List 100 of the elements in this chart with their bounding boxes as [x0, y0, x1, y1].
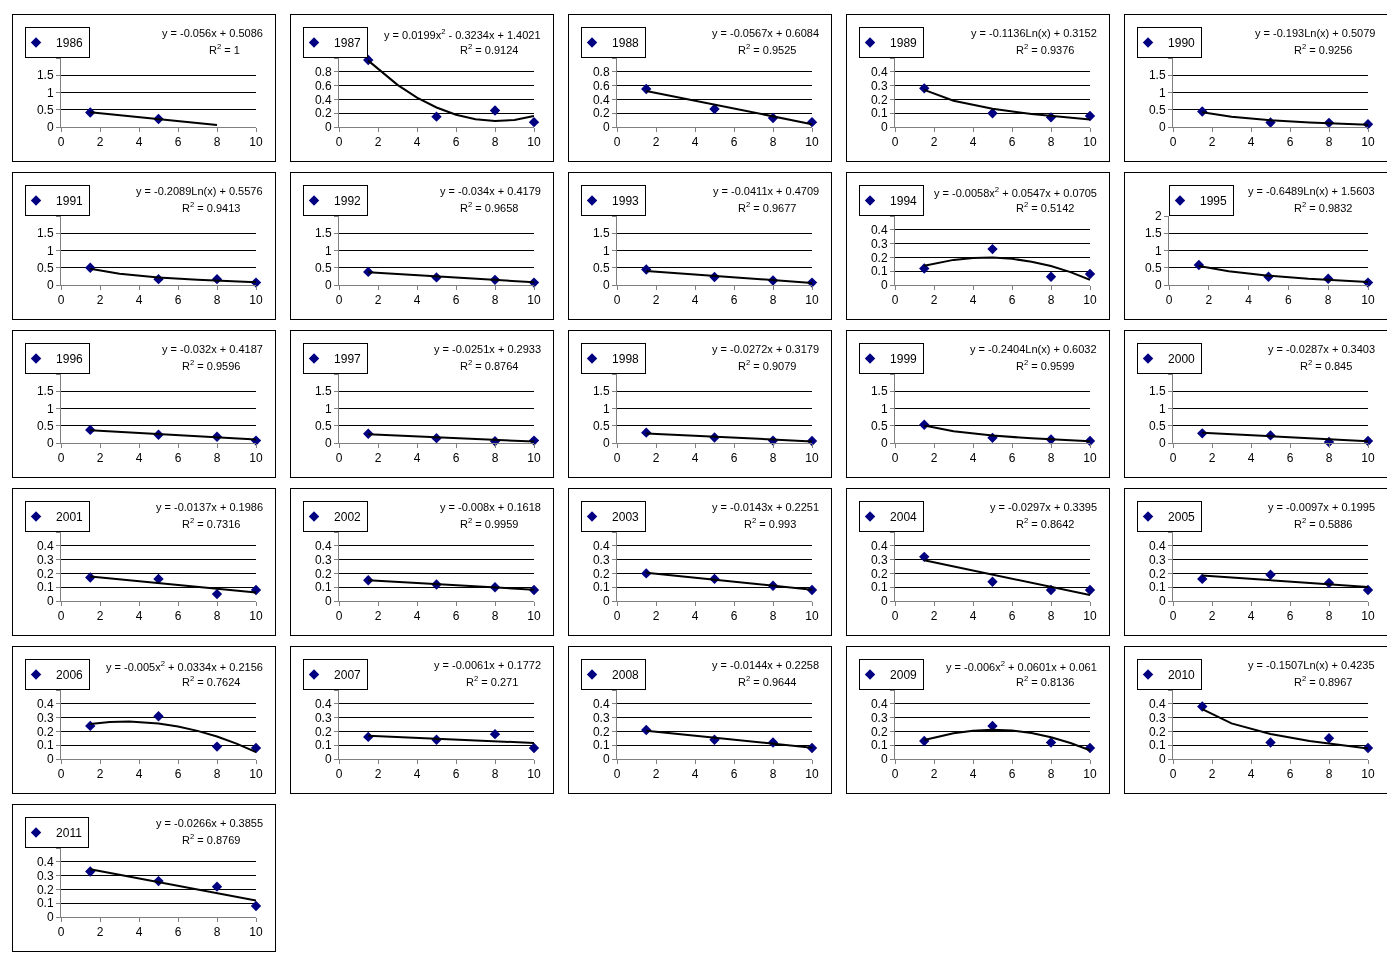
y-tick-label: 0.1: [870, 580, 888, 595]
legend-label: 1998: [612, 352, 640, 367]
text: y = -0.0567x + 0.6084: [712, 27, 820, 39]
x-tick-label: 8: [213, 135, 221, 150]
text: R$^{2}$ = 0.9644: [738, 674, 797, 688]
x-tick-label: 4: [413, 135, 421, 150]
y-tick-label: 0.3: [36, 710, 54, 725]
y-tick-label: 0.5: [1148, 418, 1166, 433]
y-tick-label: 0.2: [314, 106, 332, 121]
x-tick-label: 10: [527, 609, 541, 624]
y-tick-label: 0.4: [870, 223, 888, 237]
x-tick-label: 0: [57, 609, 65, 624]
y-tick-label: 0: [324, 120, 332, 135]
text: R$^{2}$ = 0.9832: [1294, 200, 1353, 214]
point: [1084, 584, 1096, 596]
point: [1045, 737, 1057, 748]
x-tick-label: 10: [249, 451, 263, 466]
x-tick-label: 6: [730, 293, 738, 308]
text: R$^{2}$ = 1: [209, 42, 240, 56]
x-tick-label: 6: [174, 609, 182, 624]
y-tick-label: 0.5: [1144, 260, 1162, 275]
y-tick-label: 0.3: [592, 710, 610, 725]
text: R$^{2}$ = 0.845: [1300, 358, 1353, 372]
point: [211, 881, 223, 892]
y-tick-label: 0: [46, 120, 54, 135]
text: y = -0.193Ln(x) + 0.5079: [1255, 27, 1376, 39]
x-tick-label: 6: [174, 925, 182, 940]
y-tick-label: 0.1: [1148, 580, 1166, 595]
x-tick-label: 0: [613, 767, 621, 782]
y-tick-label: 0.1: [870, 264, 888, 279]
y-tick-label: 0.4: [314, 539, 332, 553]
y-tick-label: 0.1: [592, 580, 610, 595]
y-tick-label: 0.2: [314, 566, 332, 581]
text: R$^{2}$ = 0.8642: [1016, 516, 1075, 530]
x-tick-label: 0: [1169, 609, 1177, 624]
text: y = -0.0137x + 0.1986: [156, 501, 264, 513]
x-tick-label: 10: [527, 293, 541, 308]
x-tick-label: 4: [413, 609, 421, 624]
legend-label: 1988: [612, 36, 640, 51]
x-tick-label: 6: [1286, 767, 1294, 782]
x-tick-label: 8: [213, 767, 221, 782]
text: y = -0.1507Ln(x) + 0.4235: [1248, 659, 1375, 671]
y-tick-label: 0.5: [36, 418, 54, 433]
x-tick-label: 6: [452, 767, 460, 782]
x-tick-label: 6: [1008, 609, 1016, 624]
x-tick-label: 10: [527, 767, 541, 782]
point: [489, 728, 501, 740]
x-tick-label: 10: [1083, 767, 1097, 782]
x-tick-label: 10: [249, 767, 263, 782]
x-tick-label: 10: [249, 293, 263, 308]
legend-label: 1990: [1168, 36, 1196, 51]
x-tick-label: 4: [969, 767, 977, 782]
text: R$^{2}$ = 0.9124: [460, 42, 519, 56]
x-tick-label: 4: [691, 451, 699, 466]
y-tick-label: 0.4: [870, 539, 888, 553]
text: R$^{2}$ = 0.9959: [460, 516, 519, 530]
x-tick-label: 4: [1247, 135, 1255, 150]
legend-label: 2001: [56, 510, 84, 525]
x-tick-label: 2: [1208, 135, 1216, 150]
x-tick-label: 2: [930, 293, 938, 308]
y-tick-label: 1: [602, 243, 610, 258]
x-tick-label: 8: [491, 293, 499, 308]
x-tick-label: 2: [652, 767, 660, 782]
x-tick-label: 2: [374, 293, 382, 308]
legend-label: 1993: [612, 194, 640, 209]
x-tick-label: 0: [891, 767, 899, 782]
y-tick-label: 0: [602, 278, 610, 293]
x-tick-label: 4: [135, 609, 143, 624]
x-tick-label: 6: [1286, 451, 1294, 466]
y-tick-label: 0.4: [36, 697, 54, 711]
y-tick-label: 1: [602, 401, 610, 416]
text: R$^{2}$ = 0.9376: [1016, 42, 1075, 56]
x-tick-label: 2: [96, 293, 104, 308]
x-tick-label: 2: [96, 451, 104, 466]
y-tick-label: 0.3: [36, 552, 54, 567]
x-tick-label: 2: [1208, 609, 1216, 624]
x-tick-label: 4: [135, 135, 143, 150]
y-tick-label: 0: [46, 910, 54, 925]
x-tick-label: 4: [1245, 293, 1253, 308]
x-tick-label: 10: [527, 135, 541, 150]
y-tick-label: 0.5: [36, 260, 54, 275]
x-tick-label: 6: [174, 135, 182, 150]
text: R$^{2}$ = 0.5142: [1016, 200, 1075, 214]
point: [987, 576, 998, 587]
y-tick-label: 1: [324, 401, 332, 416]
x-tick-label: 4: [691, 609, 699, 624]
x-tick-label: 6: [1008, 135, 1016, 150]
y-tick-label: 0.5: [592, 260, 610, 275]
x-tick-label: 8: [769, 451, 777, 466]
x-tick-label: 6: [1286, 135, 1294, 150]
x-tick-label: 8: [491, 451, 499, 466]
y-tick-label: 0.3: [1148, 710, 1166, 725]
x-tick-label: 2: [96, 609, 104, 624]
text: R$^{2}$ = 0.9677: [738, 200, 797, 214]
y-tick-label: 0.3: [870, 236, 888, 251]
point: [528, 742, 540, 754]
text: y = -0.6489Ln(x) + 1.5603: [1248, 185, 1375, 197]
x-tick-label: 4: [1247, 451, 1255, 466]
point: [1193, 259, 1205, 271]
legend-label: 1996: [56, 352, 84, 367]
